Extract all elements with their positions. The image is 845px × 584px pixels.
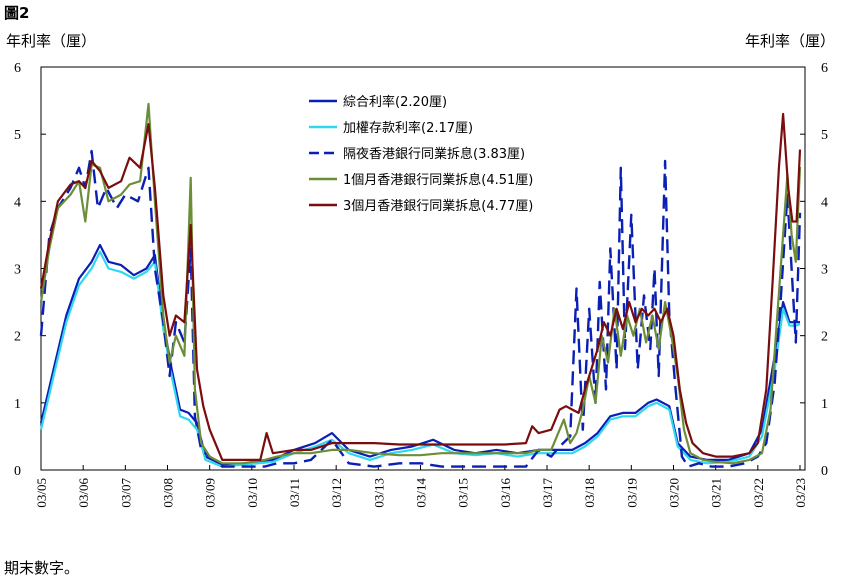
y-axis-label-right: 年利率（厘） — [744, 32, 835, 50]
y-axis-label-left: 年利率（厘） — [6, 32, 97, 50]
y-tick-label-left: 5 — [14, 128, 21, 143]
legend-label-4: 1個月香港銀行同業拆息(4.51厘) — [343, 172, 533, 188]
series-line-5 — [39, 112, 802, 461]
y-tick-label-left: 2 — [14, 330, 21, 345]
y-tick-label-left: 0 — [14, 464, 21, 479]
x-tick-label: 03/05 — [34, 478, 49, 508]
legend-label-3: 隔夜香港銀行同業拆息(3.83厘) — [343, 146, 525, 162]
x-tick-label: 03/14 — [414, 478, 429, 508]
y-tick-label-left: 1 — [14, 397, 21, 412]
x-tick-label: 03/22 — [751, 478, 766, 508]
legend-label-5: 3個月香港銀行同業拆息(4.77厘) — [343, 198, 533, 214]
y-tick-label-left: 3 — [14, 263, 21, 278]
x-tick-label: 03/19 — [624, 478, 639, 508]
x-tick-label: 03/10 — [245, 478, 260, 508]
series-line-3 — [39, 149, 802, 468]
series-line-1 — [39, 243, 800, 466]
x-tick-label: 03/21 — [709, 478, 724, 508]
x-tick-label: 03/15 — [456, 478, 471, 508]
x-tick-label: 03/08 — [161, 478, 176, 508]
y-tick-label-left: 4 — [14, 195, 21, 210]
x-tick-label: 03/17 — [540, 478, 555, 508]
series-line-4 — [39, 102, 802, 465]
x-tick-label: 03/20 — [667, 478, 682, 508]
series-line-2 — [39, 250, 801, 468]
y-tick-label-right: 0 — [821, 464, 828, 479]
y-tick-label-right: 6 — [821, 61, 828, 76]
x-tick-label: 03/06 — [76, 478, 91, 508]
x-tick-label: 03/11 — [287, 478, 302, 507]
x-tick-label: 03/09 — [203, 478, 218, 508]
figure-label: 圖2 — [4, 4, 30, 22]
y-tick-label-left: 6 — [14, 61, 21, 76]
y-tick-label-right: 5 — [821, 128, 828, 143]
x-tick-label: 03/12 — [329, 478, 344, 508]
y-tick-label-right: 1 — [821, 397, 828, 412]
legend-label-2: 加權存款利率(2.17厘) — [343, 120, 473, 136]
x-tick-label: 03/07 — [118, 478, 133, 508]
footnote: 期末數字。 — [4, 559, 80, 577]
x-tick-label: 03/23 — [793, 478, 808, 508]
legend-label-1: 綜合利率(2.20厘) — [343, 94, 447, 110]
x-tick-label: 03/18 — [582, 478, 597, 508]
y-tick-label-right: 3 — [821, 263, 828, 278]
x-tick-label: 03/13 — [371, 478, 386, 508]
y-tick-label-right: 4 — [821, 195, 828, 210]
x-tick-label: 03/16 — [498, 478, 513, 508]
y-tick-label-right: 2 — [821, 330, 828, 345]
